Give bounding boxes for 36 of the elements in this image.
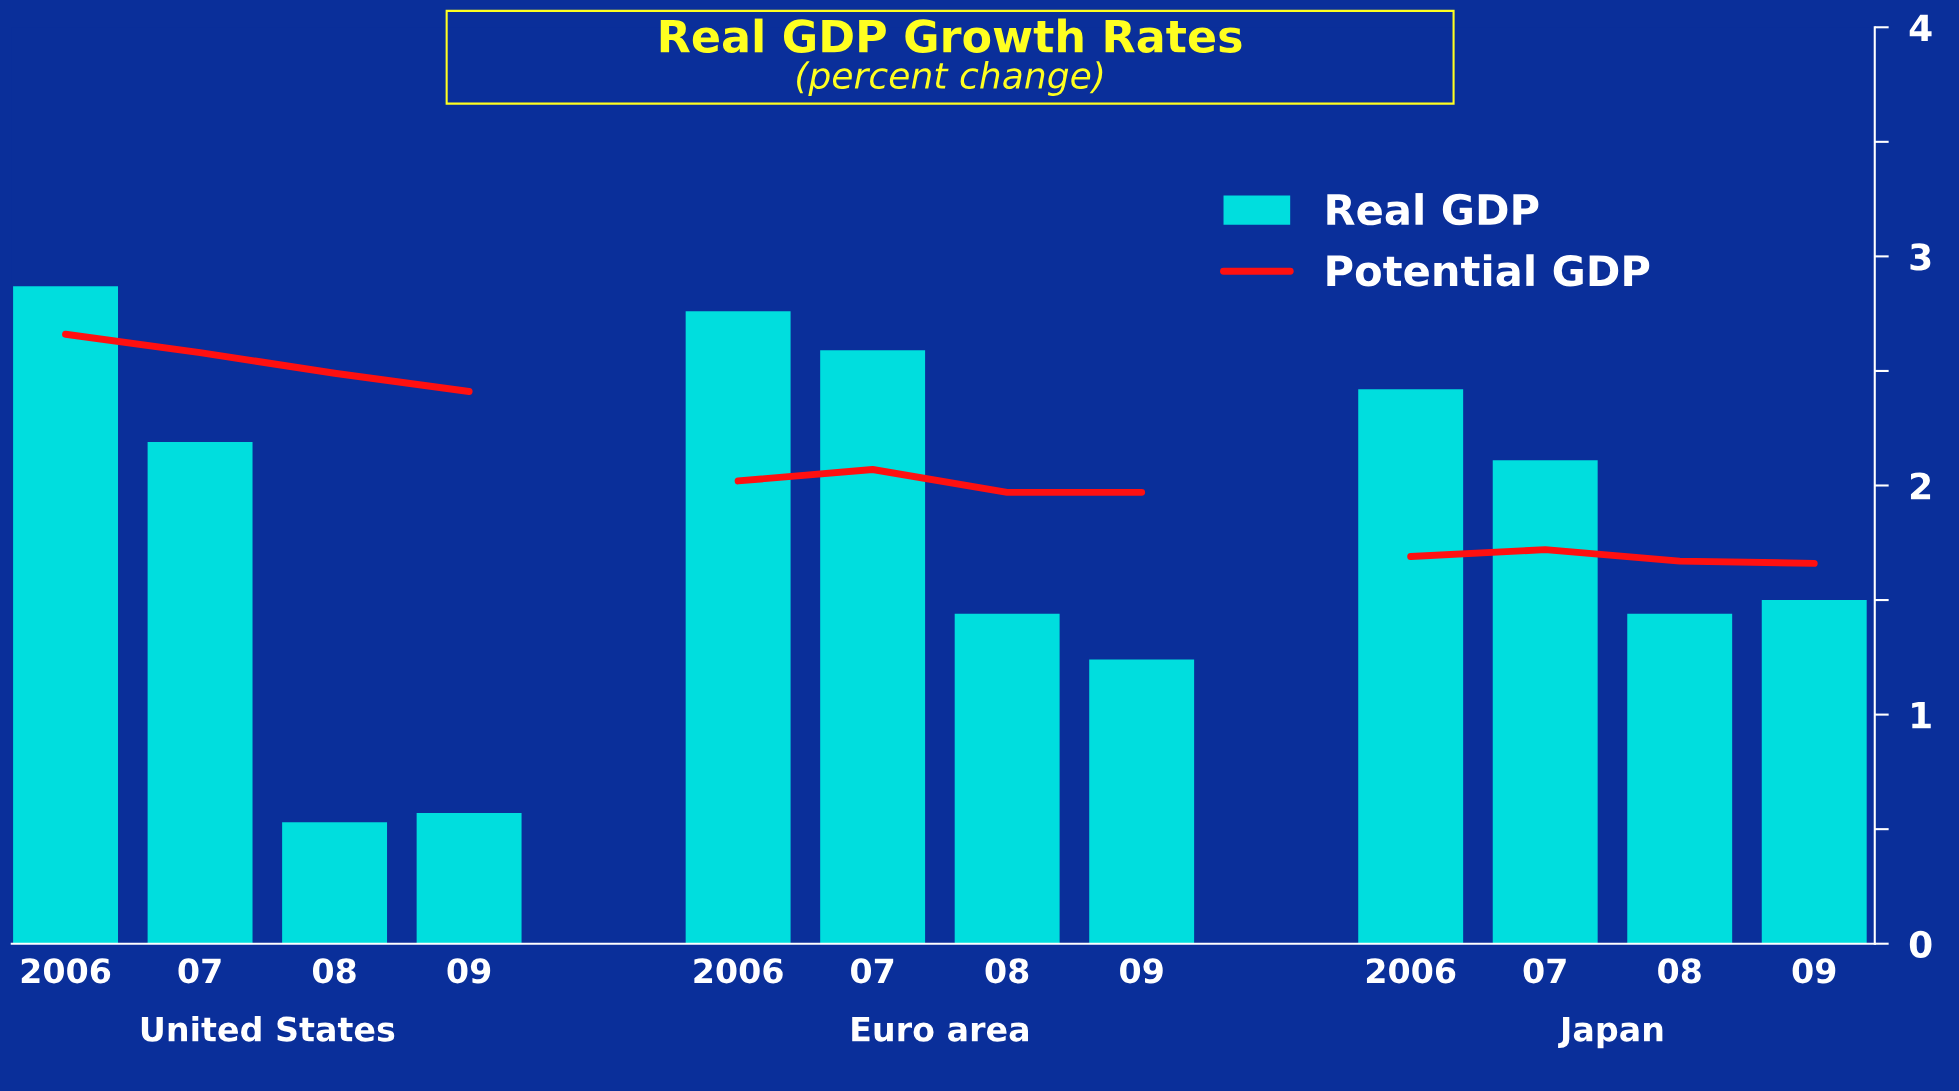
- text: Japan: [1558, 1016, 1663, 1049]
- text: (percent change): [797, 61, 1103, 97]
- bar: [820, 350, 926, 944]
- chart-title: Real GDP Growth Rates: [660, 18, 1242, 53]
- x-tick-label: 08: [985, 958, 1029, 984]
- bar: [1761, 600, 1867, 944]
- y-tick-label: 4: [1909, 14, 1932, 41]
- x-tick-label: 09: [447, 958, 491, 984]
- bar: [1492, 460, 1598, 944]
- bar: [416, 813, 522, 944]
- bar: [954, 613, 1060, 944]
- text: Euro area: [852, 1016, 1029, 1042]
- x-tick-label: 09: [1120, 958, 1163, 984]
- x-tick-label: 07: [851, 958, 894, 984]
- bar: [685, 311, 791, 944]
- legend-label: Potential GDP: [1327, 254, 1650, 287]
- bar: [1627, 613, 1733, 944]
- x-tick-label: 2006: [694, 958, 783, 984]
- x-tick-label: 07: [1523, 958, 1566, 984]
- y-tick-label: 3: [1910, 243, 1931, 271]
- y-tick-label: 2: [1910, 472, 1931, 500]
- bar: [147, 441, 253, 944]
- x-tick-label: 2006: [21, 958, 111, 984]
- x-tick-label: 08: [312, 958, 356, 984]
- bar: [1358, 389, 1464, 944]
- y-tick-label: 0: [1909, 930, 1932, 958]
- x-tick-label: 2006: [1366, 958, 1456, 984]
- bar: [282, 822, 388, 944]
- x-tick-label: 08: [1658, 958, 1701, 984]
- x-tick-label: 07: [178, 958, 221, 984]
- bar: [1089, 659, 1195, 944]
- y-tick-label: 1: [1912, 702, 1931, 729]
- x-tick-label: 09: [1792, 958, 1836, 984]
- bar: [13, 286, 119, 944]
- text: United States: [141, 1015, 395, 1042]
- legend-label: Real GDP: [1327, 193, 1539, 226]
